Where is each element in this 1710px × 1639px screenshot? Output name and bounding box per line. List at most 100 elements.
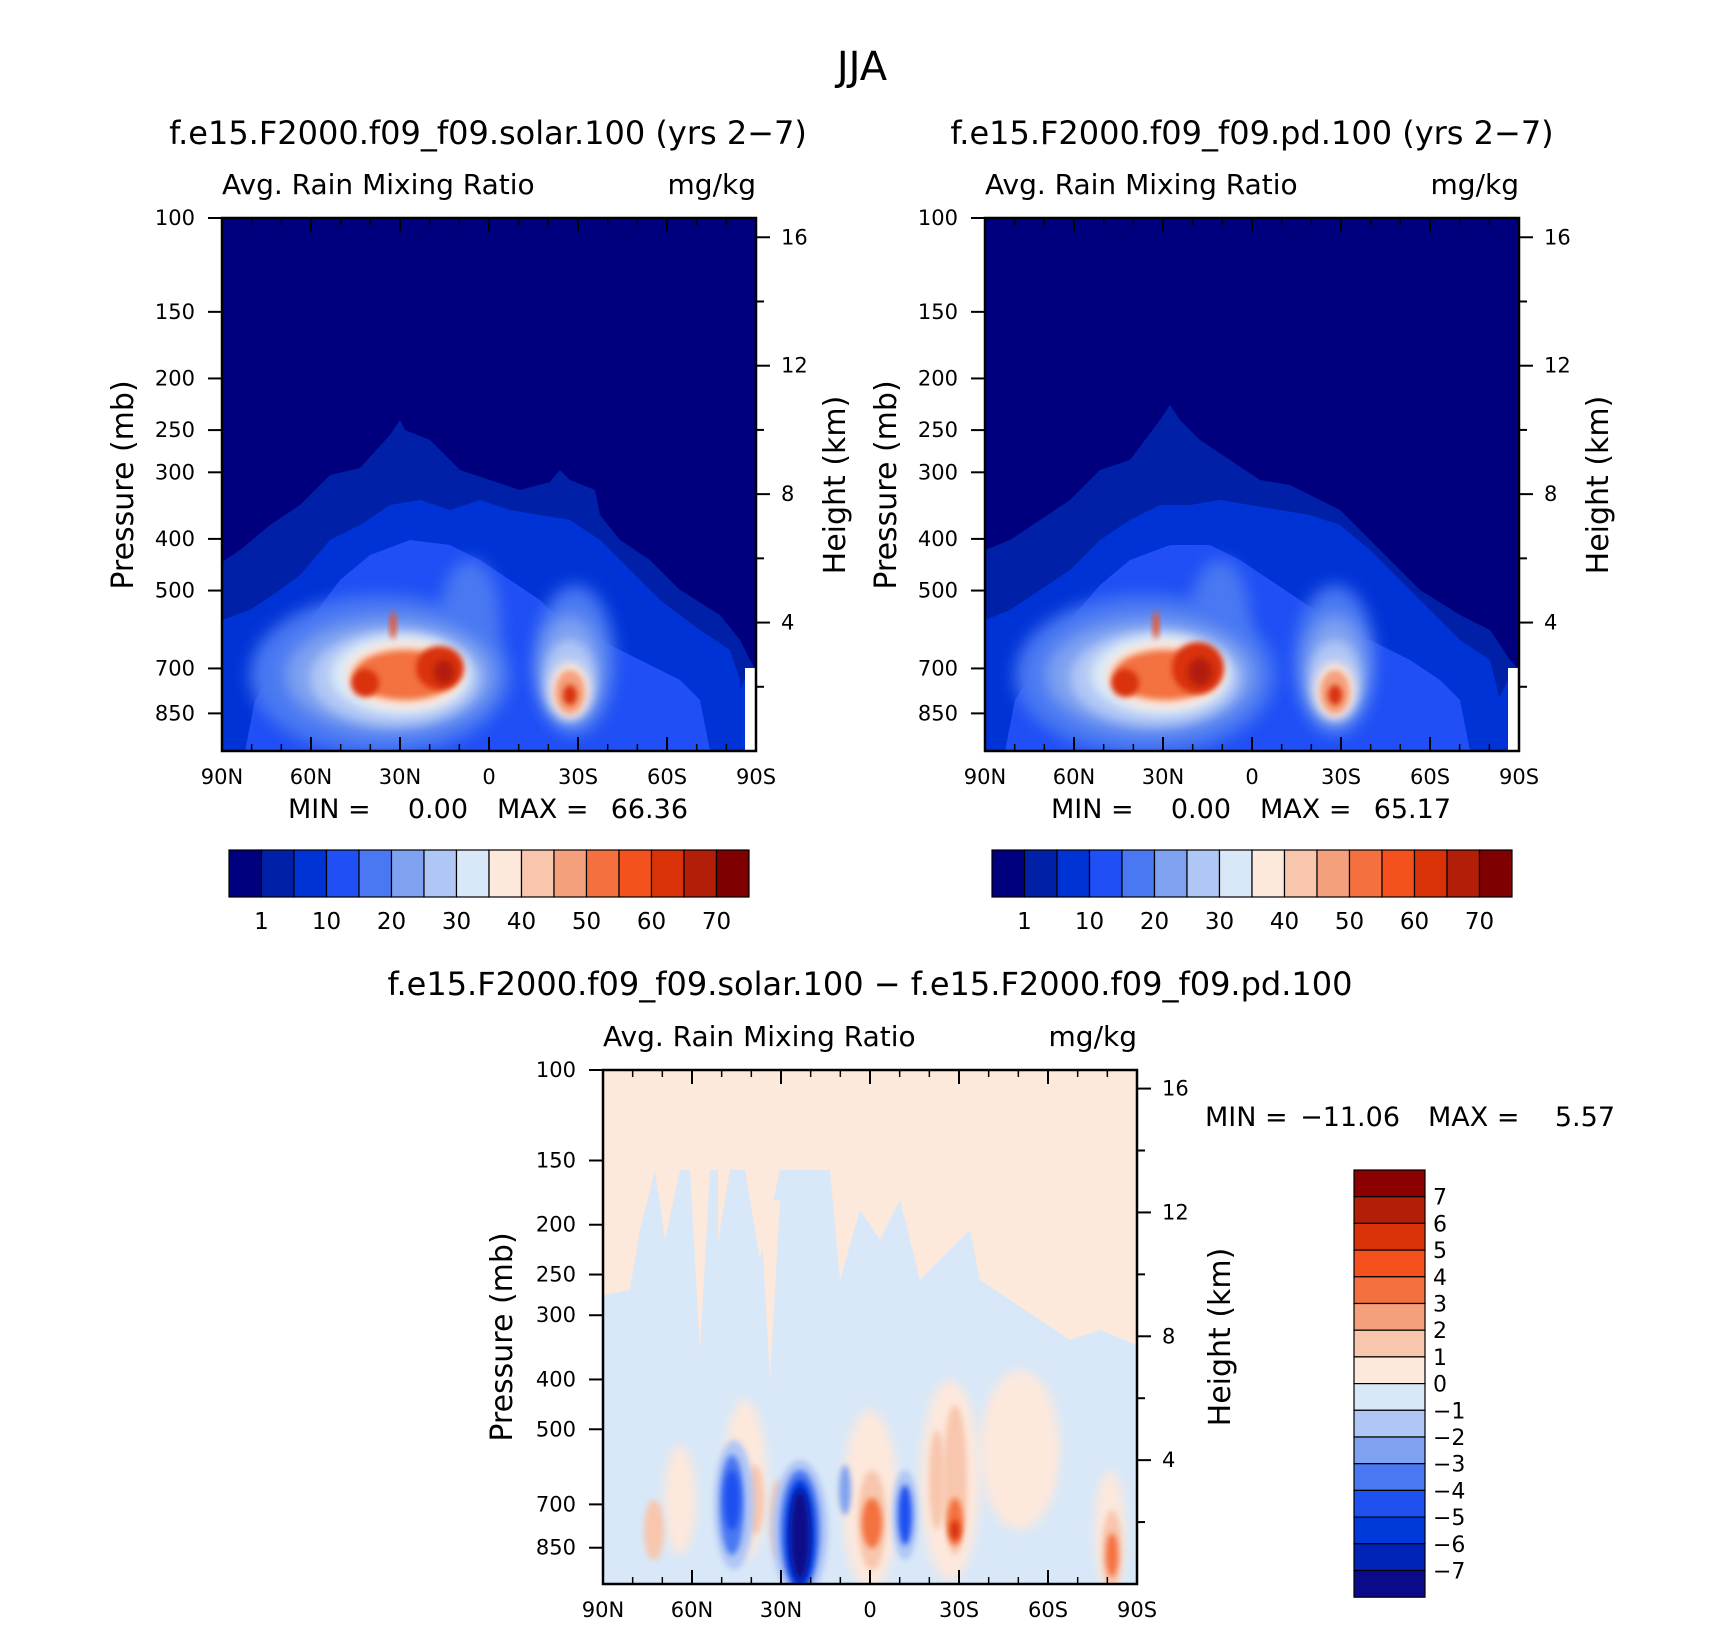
y-tick-label: 150	[155, 300, 195, 324]
y-tick-label: 300	[155, 460, 195, 484]
colorbar-swatch	[1353, 1249, 1426, 1278]
colorbar-swatch	[520, 849, 555, 898]
x-tick-label: 60S	[1028, 1598, 1068, 1622]
variable-label: Avg. Rain Mixing Ratio	[603, 1020, 916, 1053]
x-tick-label: 90N	[964, 765, 1006, 789]
contour-field	[603, 1070, 1137, 1584]
colorbar-swatch	[1353, 1329, 1426, 1358]
colorbar-label: 50	[1335, 909, 1364, 935]
colorbar-swatch	[358, 849, 393, 898]
colorbar-swatch	[1348, 849, 1383, 898]
y2-tick-label: 16	[781, 225, 808, 249]
y2-tick-label: 12	[1162, 1200, 1189, 1224]
colorbar-swatch	[1186, 849, 1221, 898]
colorbar-swatch	[1353, 1409, 1426, 1438]
x-tick-label: 30S	[1321, 765, 1361, 789]
y-tick-label: 400	[536, 1367, 576, 1391]
colorbar-label: 20	[1140, 909, 1169, 935]
colorbar-swatch	[1316, 849, 1351, 898]
x-tick-label: 0	[1245, 765, 1258, 789]
contour-field	[985, 218, 1519, 751]
colorbar-label: 2	[1433, 1319, 1447, 1344]
y2-tick-label: 4	[1162, 1448, 1175, 1472]
panel-pd: f.e15.F2000.f09_f09.pd.100 (yrs 2−7) Avg…	[869, 114, 1616, 935]
colorbar-swatch	[1353, 1276, 1426, 1305]
y2-tick-label: 16	[1162, 1077, 1189, 1101]
colorbar-swatch	[1023, 849, 1058, 898]
colorbar-label: 20	[377, 909, 406, 935]
x-tick-label: 0	[482, 765, 495, 789]
colorbar-swatch	[991, 849, 1026, 898]
colorbar-label: −6	[1433, 1533, 1465, 1558]
colorbar-swatch	[683, 849, 718, 898]
y-tick-label: 500	[918, 579, 958, 603]
y2-axis-label: Height (km)	[1581, 396, 1616, 575]
y-tick-label: 850	[155, 701, 195, 725]
units-label: mg/kg	[1049, 1020, 1137, 1053]
x-tick-label: 90S	[736, 765, 776, 789]
colorbar-swatch	[1413, 849, 1448, 898]
max-value: 65.17	[1374, 794, 1451, 825]
y-tick-label: 500	[536, 1417, 576, 1441]
stats-line: MIN = −11.06 MAX = 5.57	[1205, 1102, 1615, 1133]
y-tick-label: 850	[918, 701, 958, 725]
x-tick-label: 90S	[1117, 1598, 1157, 1622]
colorbar-label: −5	[1433, 1506, 1465, 1531]
variable-label: Avg. Rain Mixing Ratio	[222, 168, 535, 201]
colorbar-swatch	[1121, 849, 1156, 898]
colorbar-label: 3	[1433, 1293, 1447, 1318]
colorbar-swatch	[228, 849, 263, 898]
min-value: −11.06	[1300, 1102, 1400, 1133]
y-tick-label: 200	[155, 366, 195, 390]
max-value: 5.57	[1555, 1102, 1615, 1133]
colorbar-label: 6	[1433, 1212, 1447, 1237]
variable-label: Avg. Rain Mixing Ratio	[985, 168, 1298, 201]
colorbar-swatch	[1446, 849, 1481, 898]
colorbar-label: 60	[1400, 909, 1429, 935]
colorbar-label: 30	[442, 909, 471, 935]
units-label: mg/kg	[668, 168, 756, 201]
x-tick-label: 30N	[1142, 765, 1184, 789]
y-tick-label: 700	[918, 656, 958, 680]
y-tick-label: 400	[918, 527, 958, 551]
colorbar-label: 40	[1270, 909, 1299, 935]
colorbar-swatch	[1478, 849, 1513, 898]
colorbar-swatch	[715, 849, 750, 898]
colorbar-swatch	[1353, 1356, 1426, 1385]
y2-tick-label: 8	[1544, 482, 1557, 506]
colorbar-label: 1	[254, 909, 269, 935]
y-tick-label: 700	[536, 1492, 576, 1516]
colorbar-label: 30	[1205, 909, 1234, 935]
colorbar-swatch	[1353, 1222, 1426, 1251]
colorbar-swatch	[1353, 1516, 1426, 1545]
colorbar-label: 70	[1465, 909, 1494, 935]
colorbar-swatch	[1353, 1436, 1426, 1465]
max-label: MAX =	[1428, 1102, 1519, 1133]
page-title: JJA	[834, 44, 888, 90]
colorbar-swatch	[423, 849, 458, 898]
x-tick-label: 30N	[760, 1598, 802, 1622]
colorbar-label: 4	[1433, 1266, 1447, 1291]
min-label: MIN =	[1051, 794, 1134, 825]
colorbar-swatch	[1381, 849, 1416, 898]
colorbar-label: −3	[1433, 1453, 1465, 1478]
contour-field	[222, 218, 756, 751]
x-tick-label: 60N	[1053, 765, 1095, 789]
axes: 90N 60N 30N 0 30S 60S 90S 100 150 200 250 300 400 500…	[155, 206, 808, 789]
colorbar-swatch	[618, 849, 653, 898]
units-label: mg/kg	[1431, 168, 1519, 201]
colorbar-swatch	[488, 849, 523, 898]
y-tick-label: 200	[918, 366, 958, 390]
colorbar-swatch	[260, 849, 295, 898]
min-label: MIN =	[1205, 1102, 1288, 1133]
y2-tick-label: 4	[1544, 611, 1557, 635]
colorbar-label: −1	[1433, 1399, 1465, 1424]
colorbar-swatch	[1353, 1463, 1426, 1491]
stats-line: MIN = 0.00 MAX = 66.36	[288, 794, 688, 825]
colorbar-label: 1	[1017, 909, 1032, 935]
colorbar-label: 10	[1075, 909, 1104, 935]
colorbar-label: −4	[1433, 1479, 1465, 1504]
x-tick-label: 30S	[558, 765, 598, 789]
